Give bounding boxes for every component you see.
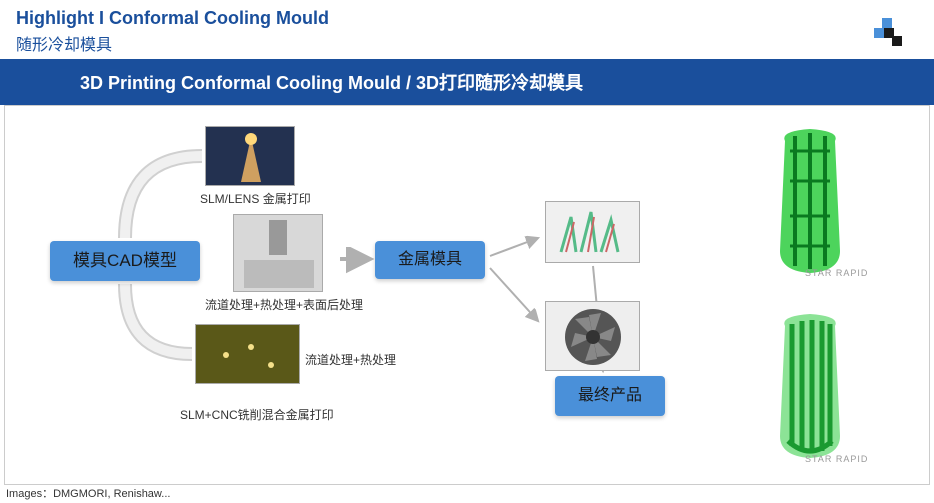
pipe-cad-slmcnc [125,284,192,354]
node-product: 最终产品 [555,376,665,416]
arrow-mould-fan [490,268,538,321]
caption-slm-cnc-side: 流道处理+热处理 [305,351,396,368]
caption-slm-cnc: SLM+CNC铣削混合金属打印 [180,406,334,423]
watermark-top: STAR RAPID [805,268,868,278]
img-slm-cnc [195,324,300,384]
corner-logo-icon [874,18,904,48]
img-fan [545,301,640,371]
watermark-bottom: STAR RAPID [805,454,868,464]
arrow-mould-supports [490,238,538,256]
banner-title: 3D Printing Conformal Cooling Mould / 3D… [0,59,934,105]
diagram-area: 模具CAD模型 金属模具 最终产品 SLM/LENS 金属打印 流道处理+热处理… [4,105,930,485]
img-machining [233,214,323,292]
title-zh: 随形冷却模具 [16,31,918,55]
image-credits: Images：DMGMORI, Renishaw... [6,485,170,501]
render-top [740,121,880,281]
render-bottom [740,306,880,466]
node-mould: 金属模具 [375,241,485,279]
title-en: Highlight I Conformal Cooling Mould [16,8,918,29]
img-slm [205,126,295,186]
pipe-cad-slm [125,156,202,238]
img-supports [545,201,640,263]
caption-slm: SLM/LENS 金属打印 [200,190,311,207]
caption-machining: 流道处理+热处理+表面后处理 [205,296,363,313]
node-cad: 模具CAD模型 [50,241,200,281]
